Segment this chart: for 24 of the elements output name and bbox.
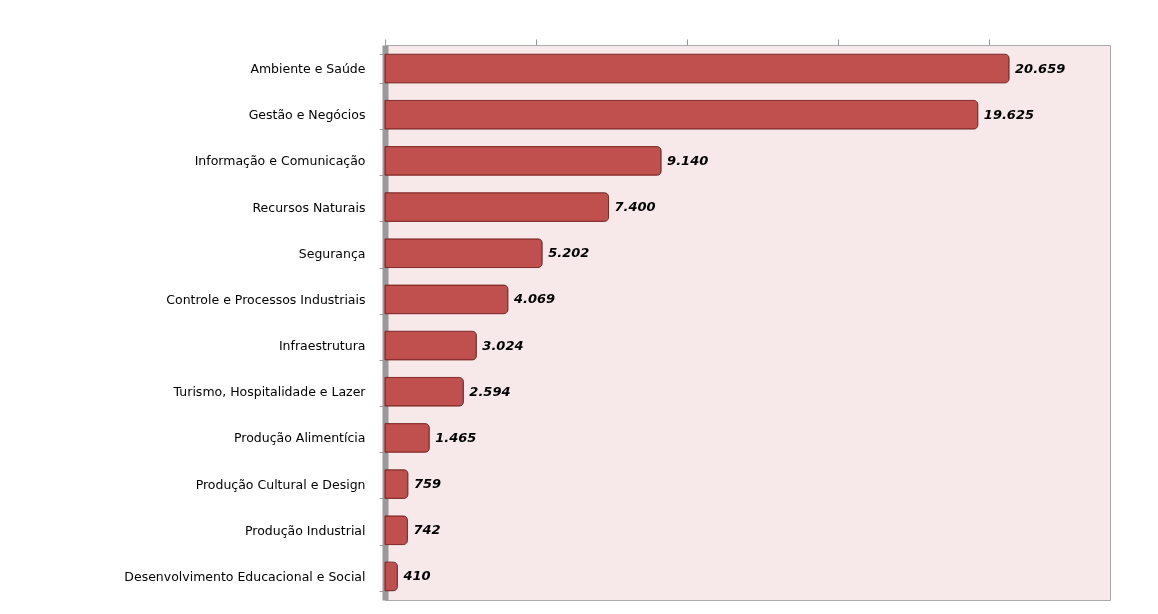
y-tick-label: Turismo, Hospitalidade e Lazer xyxy=(172,384,367,400)
y-tick-label: Gestão e Negócios xyxy=(248,107,366,123)
y-tick-label: Ambiente e Saúde xyxy=(250,61,366,77)
y-tick-label: Produção Cultural e Design xyxy=(195,476,366,492)
y-tick-label: Produção Industrial xyxy=(245,522,366,538)
y-tick-label: Produção Alimentícia xyxy=(233,430,366,446)
data-label: 4.069 xyxy=(512,291,556,307)
data-label: 19.625 xyxy=(983,106,1035,122)
data-label: 20.659 xyxy=(1015,60,1066,76)
y-tick-label: Informação e Comunicação xyxy=(194,153,366,169)
data-label: 3.024 xyxy=(482,337,524,353)
data-label: 7.400 xyxy=(614,199,656,215)
data-label: 9.140 xyxy=(667,152,709,168)
data-label: 5.202 xyxy=(548,245,590,261)
y-tick-label: Desenvolvimento Educacional e Social xyxy=(124,568,366,584)
data-label: 2.594 xyxy=(469,383,511,399)
data-label: 1.465 xyxy=(435,429,477,445)
y-tick-label: Recursos Naturais xyxy=(252,199,366,215)
y-tick-label: Segurança xyxy=(298,245,366,261)
data-label: 410 xyxy=(402,568,431,584)
y-tick-label: Infraestrutura xyxy=(278,338,366,354)
data-label: 759 xyxy=(413,476,442,492)
data-label: 742 xyxy=(413,522,441,538)
y-tick-label: Controle e Processos Industriais xyxy=(166,291,366,307)
